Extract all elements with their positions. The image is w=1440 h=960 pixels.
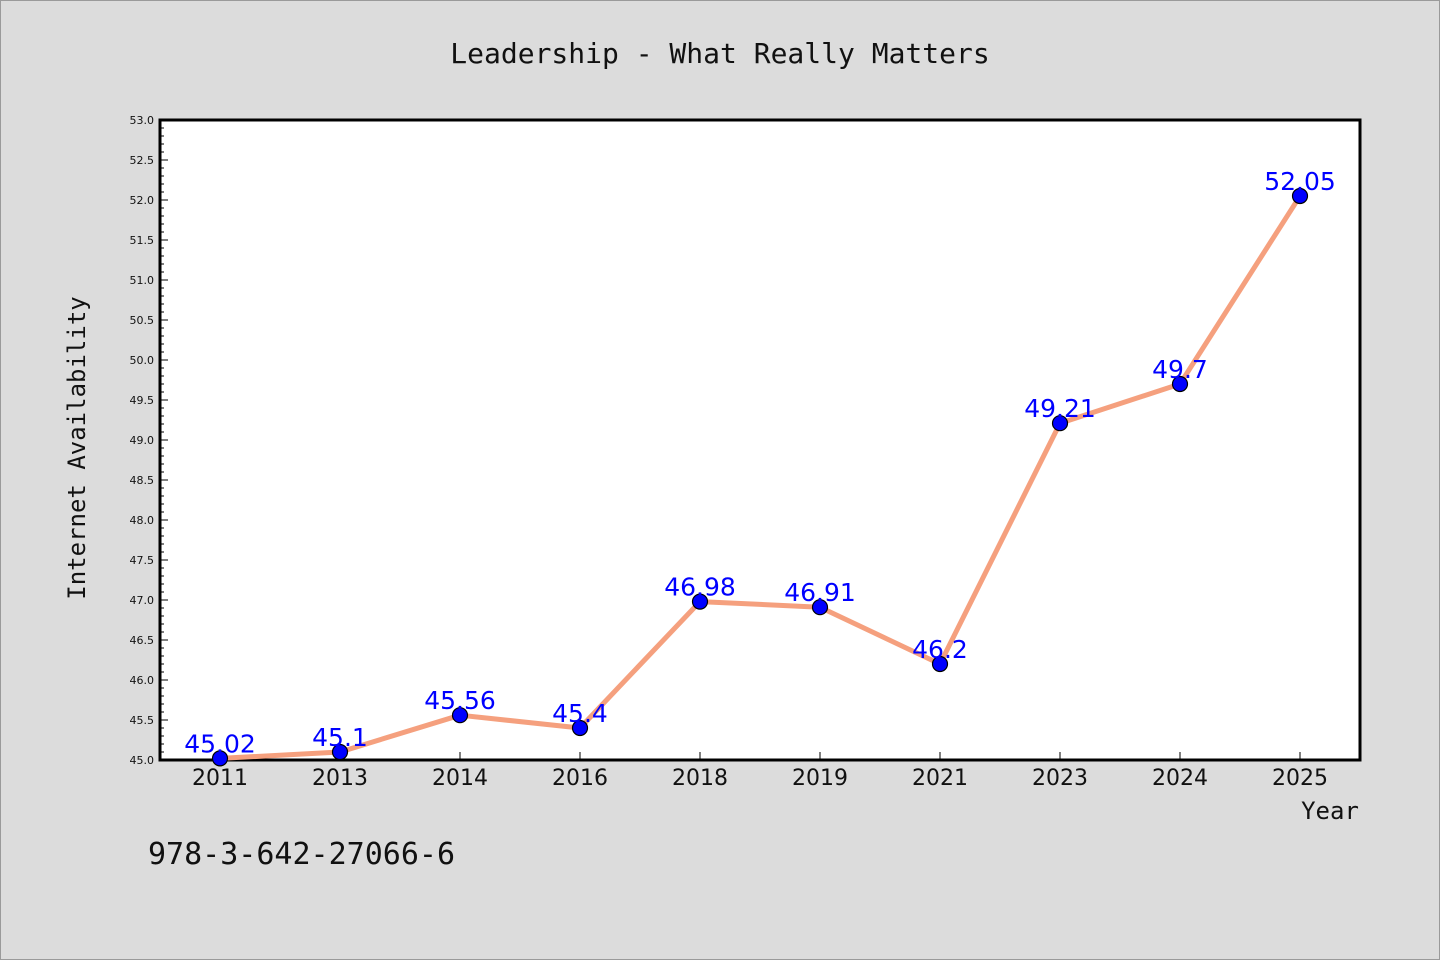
data-label: 49.7 xyxy=(1152,355,1208,384)
x-tick-label: 2018 xyxy=(672,766,728,791)
data-label: 49.21 xyxy=(1024,394,1096,423)
x-axis: 2011 2013 2014 2016 2018 2019 2021 2023 2024 2025 xyxy=(192,752,1328,791)
data-label: 46.2 xyxy=(912,635,968,664)
y-tick-label: 53.0 xyxy=(130,114,155,127)
x-axis-label: Year xyxy=(1301,797,1359,825)
y-tick-label: 46.0 xyxy=(130,674,155,687)
plot-area xyxy=(158,118,1362,762)
y-tick-label: 45.0 xyxy=(130,754,155,767)
data-label: 52.05 xyxy=(1264,167,1336,196)
y-tick-label: 48.0 xyxy=(130,514,155,527)
data-point xyxy=(451,707,469,724)
x-tick-label: 2011 xyxy=(192,766,248,791)
y-tick-label: 46.5 xyxy=(130,634,155,647)
y-tick-label: 51.0 xyxy=(130,274,155,287)
x-tick-label: 2023 xyxy=(1032,766,1088,791)
y-tick-label: 50.0 xyxy=(130,354,155,367)
chart-title: Leadership - What Really Matters xyxy=(450,37,989,70)
x-tick-label: 2019 xyxy=(792,766,848,791)
y-tick-label: 50.5 xyxy=(130,314,155,327)
isbn-text: 978-3-642-27066-6 xyxy=(148,837,455,872)
y-axis-label: Internet Availability xyxy=(63,296,91,599)
y-tick-label: 45.5 xyxy=(130,714,155,727)
data-point xyxy=(931,655,949,673)
data-label: 45.4 xyxy=(552,699,608,728)
data-label: 45.56 xyxy=(424,686,496,715)
y-tick-label: 49.0 xyxy=(130,434,155,447)
data-label-group: 45.02 45.1 45.56 45.4 46.98 46.91 46.2 49.21 49.… xyxy=(184,167,1336,758)
data-point xyxy=(1051,415,1069,432)
x-tick-label: 2014 xyxy=(432,766,488,791)
data-label: 45.02 xyxy=(184,729,256,758)
data-label: 45.1 xyxy=(312,723,368,752)
series-line xyxy=(217,193,1303,761)
data-point xyxy=(1171,375,1189,393)
data-label: 46.98 xyxy=(664,573,736,602)
y-tick-label: 51.5 xyxy=(130,234,155,247)
y-tick-label: 52.5 xyxy=(130,154,155,167)
data-point xyxy=(1291,187,1309,205)
y-tick-label: 48.5 xyxy=(130,474,155,487)
y-tick-label: 49.5 xyxy=(130,394,155,407)
x-tick-label: 2021 xyxy=(912,766,968,791)
data-point xyxy=(211,750,229,767)
data-point xyxy=(571,719,589,737)
x-tick-label: 2025 xyxy=(1272,766,1328,791)
x-tick-label: 2013 xyxy=(312,766,368,791)
y-tick-label: 47.0 xyxy=(130,594,155,607)
data-point xyxy=(811,599,829,616)
data-point xyxy=(691,593,709,610)
y-tick-label: 52.0 xyxy=(130,194,155,207)
x-tick-label: 2016 xyxy=(552,766,608,791)
x-tick-label: 2024 xyxy=(1152,766,1208,791)
data-label: 46.91 xyxy=(784,578,856,607)
y-tick-label: 47.5 xyxy=(130,554,155,567)
series-group xyxy=(211,187,1309,767)
y-axis: 45.0 45.5 46.0 46.5 47.0 47.5 48.0 48.5 49.0 49.5… xyxy=(130,114,168,767)
data-point xyxy=(331,743,349,761)
